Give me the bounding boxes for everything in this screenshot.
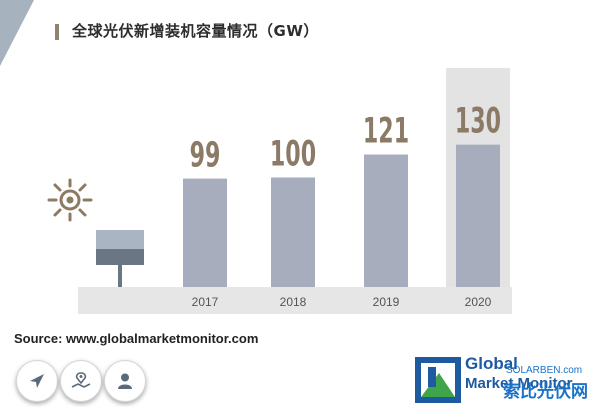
bar-2018	[271, 177, 315, 287]
bar-2017	[183, 178, 227, 287]
sun-icon	[47, 178, 93, 222]
value-label-2019: 121	[363, 111, 409, 151]
logo-line2: Market Monitor	[465, 375, 573, 392]
corner-decoration	[0, 0, 34, 66]
tick-label-2019: 2019	[373, 295, 400, 309]
source-text: Source: www.globalmarketmonitor.com	[14, 331, 259, 346]
navigation-arrow-icon[interactable]	[16, 360, 58, 402]
bar-2020	[456, 144, 500, 287]
tick-label-2018: 2018	[280, 295, 307, 309]
chart-title: 全球光伏新增装机容量情况（GW）	[72, 22, 319, 40]
watermark-domain: SOLARBEN.com	[506, 365, 583, 376]
bar-2019	[364, 154, 408, 287]
map-pin-icon[interactable]	[60, 360, 102, 402]
x-axis-band	[78, 287, 512, 314]
watermark-name: 索比光伏网	[503, 382, 588, 402]
value-label-2020: 130	[455, 102, 501, 142]
global-market-monitor-logo: Global Market Monitor	[415, 353, 600, 407]
bar-chart: 99 2017 100 2018 121 2019 130 2020	[47, 68, 512, 314]
tick-label-2020: 2020	[465, 295, 492, 309]
value-label-2018: 100	[270, 134, 316, 174]
value-label-2017: 99	[190, 136, 221, 176]
logo-line1: Global	[465, 354, 518, 373]
tick-label-2017: 2017	[192, 295, 219, 309]
title-accent-bar	[55, 24, 59, 40]
user-icon[interactable]	[104, 360, 146, 402]
solar-panel-icon	[96, 230, 144, 287]
